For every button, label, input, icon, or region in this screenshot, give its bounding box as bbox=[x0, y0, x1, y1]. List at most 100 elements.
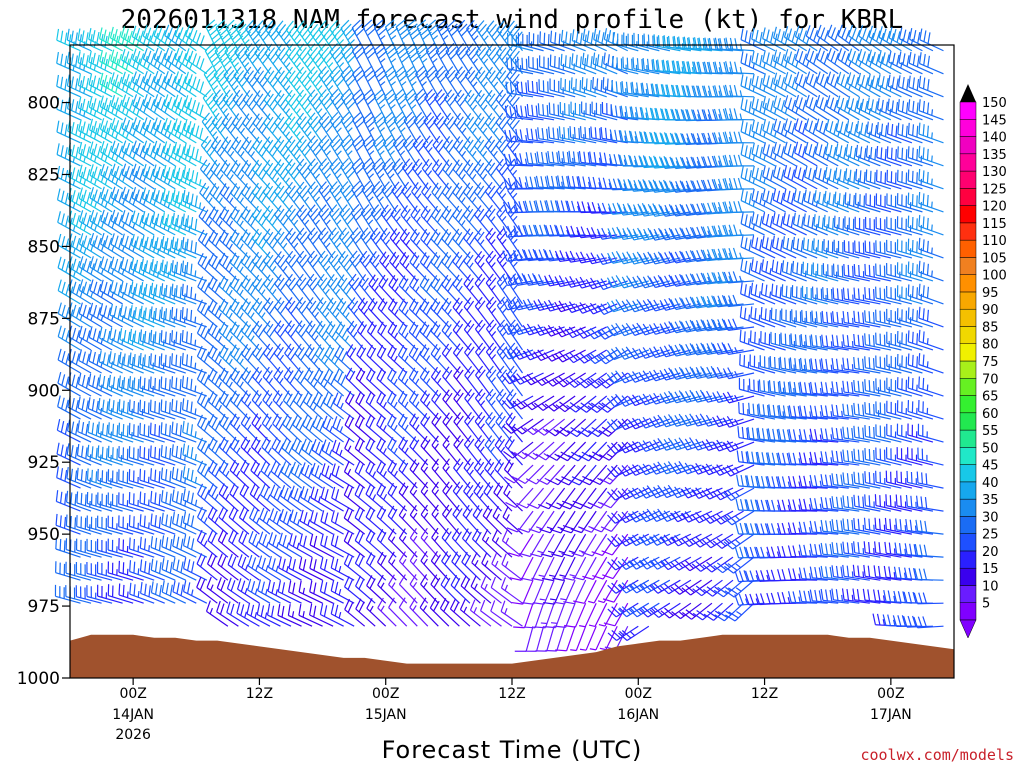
barb-flag-full bbox=[205, 600, 211, 612]
barb-flag-half bbox=[329, 449, 333, 456]
barb-flag-full bbox=[213, 139, 222, 150]
barb-flag-half bbox=[338, 612, 342, 619]
wind-barb bbox=[163, 70, 187, 98]
barb-flag-full bbox=[324, 465, 330, 477]
barb-flag-full bbox=[186, 399, 189, 412]
wind-barb bbox=[196, 506, 218, 535]
barb-flag-full bbox=[204, 116, 213, 126]
barb-flag-full bbox=[88, 326, 93, 338]
barb-flag-full bbox=[233, 347, 240, 359]
barb-flag-full bbox=[156, 119, 162, 132]
barb-flag-full bbox=[397, 390, 405, 402]
barb-flag-full bbox=[319, 556, 324, 569]
barb-flag-full bbox=[132, 78, 138, 91]
barb-flag-full bbox=[200, 348, 207, 360]
wind-barb bbox=[66, 490, 92, 512]
barb-flag-full bbox=[132, 56, 137, 68]
wind-barb bbox=[150, 581, 176, 604]
barb-flag-full bbox=[282, 511, 288, 523]
barb-flag-full bbox=[247, 258, 254, 270]
barb-flag-full bbox=[121, 140, 127, 152]
wind-barb bbox=[55, 561, 81, 581]
wind-barb bbox=[77, 420, 102, 443]
barb-flag-half bbox=[285, 39, 291, 45]
barb-flag-full bbox=[112, 352, 116, 365]
barb-flag-half bbox=[191, 589, 194, 596]
barb-flag-full bbox=[190, 240, 193, 252]
wind-barb bbox=[121, 140, 145, 167]
barb-flag-half bbox=[212, 85, 219, 91]
barb-flag-half bbox=[426, 378, 431, 385]
barb-flag-full bbox=[102, 328, 107, 341]
barb-flag-half bbox=[382, 448, 387, 455]
wind-barb bbox=[86, 538, 113, 558]
barb-flag-full bbox=[202, 186, 210, 197]
barb-flag-full bbox=[109, 26, 114, 39]
barb-flag-full bbox=[225, 258, 232, 270]
barb-flag-full bbox=[60, 76, 64, 89]
barb-flag-full bbox=[142, 263, 147, 276]
barb-flag-full bbox=[370, 324, 377, 335]
barb-flag-full bbox=[96, 307, 101, 319]
barb-flag-half bbox=[369, 127, 375, 133]
barb-flag-full bbox=[233, 278, 240, 290]
wind-barb bbox=[118, 492, 144, 512]
wind-barb bbox=[120, 257, 144, 282]
barb-flag-full bbox=[281, 437, 288, 449]
barb-flag-full bbox=[208, 460, 215, 471]
barb-flag-full bbox=[419, 298, 427, 309]
barb-flag-full bbox=[334, 535, 339, 547]
barb-flag-full bbox=[269, 484, 276, 496]
barb-flag-full bbox=[314, 465, 320, 477]
barb-flag-full bbox=[169, 561, 173, 574]
barb-flag-full bbox=[247, 281, 255, 293]
barb-flag-half bbox=[229, 174, 234, 181]
barb-flag-full bbox=[172, 580, 176, 592]
barb-flag-full bbox=[322, 415, 328, 427]
barb-flag-full bbox=[253, 463, 260, 474]
barb-flag-full bbox=[190, 378, 193, 391]
barb-flag-full bbox=[117, 331, 121, 343]
barb-flag-full bbox=[191, 76, 197, 88]
barb-flag-full bbox=[61, 213, 65, 225]
barb-flag-full bbox=[75, 307, 81, 319]
barb-flag-half bbox=[246, 447, 252, 454]
barb-flag-full bbox=[180, 216, 184, 229]
wind-barb bbox=[171, 236, 197, 259]
wind-barb bbox=[373, 65, 388, 98]
barb-flag-full bbox=[61, 397, 65, 409]
barb-flag-full bbox=[173, 141, 178, 154]
barb-flag-half bbox=[229, 197, 234, 204]
barb-flag-half bbox=[389, 150, 395, 156]
barb-flag-full bbox=[190, 538, 195, 550]
barb-flag-full bbox=[117, 284, 122, 296]
barb-flag-full bbox=[175, 400, 178, 412]
barb-flag-full bbox=[227, 553, 233, 565]
barb-flag-full bbox=[104, 189, 109, 201]
barb-flag-half bbox=[125, 132, 130, 139]
wind-barb bbox=[185, 24, 208, 52]
barb-flag-full bbox=[128, 122, 134, 134]
barb-flag-full bbox=[179, 424, 182, 437]
barb-flag-half bbox=[194, 339, 197, 346]
barb-flag-full bbox=[163, 217, 168, 230]
barb-flag-full bbox=[118, 122, 123, 134]
barb-flag-full bbox=[139, 145, 145, 157]
barb-flag-full bbox=[222, 370, 229, 382]
barb-flag-full bbox=[175, 377, 178, 390]
barb-flag-half bbox=[194, 385, 197, 392]
barb-flag-full bbox=[95, 447, 98, 460]
barb-flag-full bbox=[326, 394, 333, 406]
barb-flag-full bbox=[149, 238, 153, 251]
barb-flag-half bbox=[390, 104, 396, 110]
barb-flag-full bbox=[133, 584, 136, 596]
barb-flag-full bbox=[152, 264, 157, 276]
barb-flag-full bbox=[64, 32, 68, 44]
barb-flag-full bbox=[182, 511, 187, 523]
barb-flag-full bbox=[387, 414, 394, 425]
barb-flag-full bbox=[368, 509, 375, 521]
barb-flag-full bbox=[139, 536, 142, 549]
barb-flag-full bbox=[135, 166, 141, 178]
barb-flag-full bbox=[124, 212, 130, 224]
barb-flag-full bbox=[133, 306, 137, 319]
